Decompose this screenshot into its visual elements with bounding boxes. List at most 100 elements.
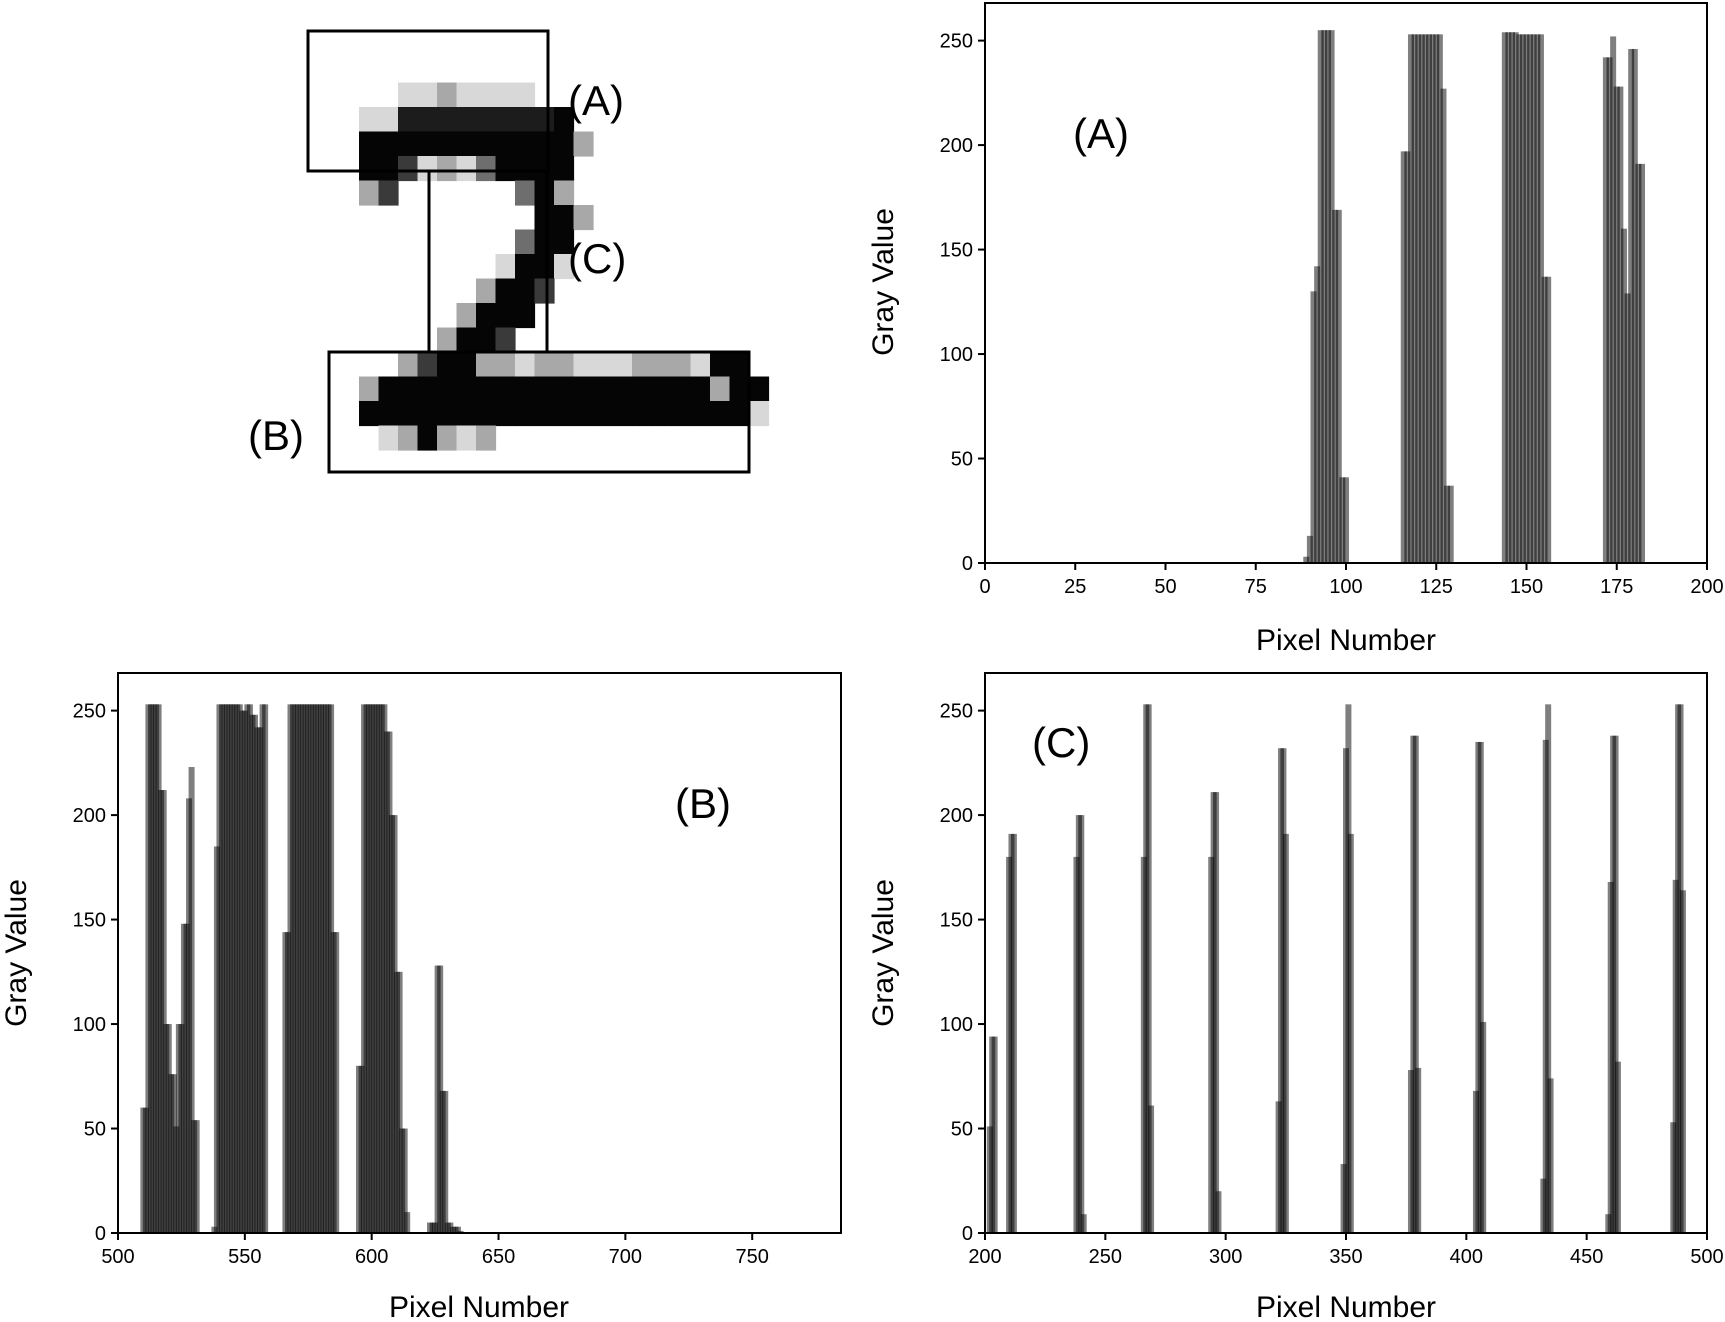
digit-pixel — [554, 180, 575, 206]
digit-pixel — [417, 82, 438, 108]
x-tick-label: 50 — [1154, 576, 1176, 598]
digit-pixel — [476, 278, 497, 304]
chart-b: 500 550 600 650 700 750 0 50 100 150 200 250 (B) P… — [0, 672, 842, 1322]
digit-pixel — [417, 352, 438, 378]
chart-c-frame — [984, 672, 1708, 1234]
bar — [1343, 477, 1349, 563]
digit-pixel — [476, 303, 497, 329]
digit-pixel — [573, 352, 594, 378]
digit-pixel — [554, 131, 575, 157]
x-tick-label: 150 — [1510, 576, 1543, 598]
digit-pixel — [749, 376, 770, 402]
bar — [1339, 477, 1346, 563]
digit-pixel — [593, 376, 614, 402]
digit-pixel — [417, 425, 438, 451]
bar — [1328, 30, 1335, 564]
digit-pixel — [632, 352, 653, 378]
chart-b-yticks: 0 50 100 150 200 250 — [73, 701, 118, 1245]
digit-pixel — [437, 327, 458, 353]
digit-pixel — [554, 229, 575, 255]
bar — [1612, 735, 1619, 1233]
bar — [1303, 556, 1310, 563]
digit-pixel — [534, 352, 555, 378]
bar — [1639, 163, 1646, 563]
digit-pixel — [398, 401, 419, 427]
y-tick-label: 150 — [940, 240, 973, 262]
digit-pixel — [437, 107, 458, 133]
digit-pixel — [359, 107, 380, 133]
y-tick-label: 100 — [940, 344, 973, 366]
digit-label-b: (B) — [248, 412, 304, 459]
digit-pixel — [710, 352, 731, 378]
digit-pixel — [476, 425, 497, 451]
bar — [1501, 32, 1508, 563]
digit-pixel — [554, 107, 575, 133]
bar — [1415, 1067, 1422, 1233]
chart-a-xticks: 0 25 50 75 100 125 150 175 200 — [979, 563, 1724, 598]
digit-pixel — [534, 156, 555, 182]
x-tick-label: 200 — [1690, 576, 1723, 598]
bar — [1148, 1105, 1155, 1233]
digit-pixel — [554, 205, 575, 231]
digit-pixel — [417, 107, 438, 133]
digit-pixel — [593, 401, 614, 427]
chart-a: 0 25 50 75 100 125 150 175 200 0 50 100 150 200 250 (… — [867, 2, 1724, 657]
digit-pixel — [690, 352, 711, 378]
bar — [1332, 209, 1339, 563]
bar — [1310, 291, 1317, 563]
bar — [1433, 34, 1440, 563]
bar — [1215, 1191, 1222, 1233]
bar — [1523, 34, 1530, 563]
digit-pixel — [671, 401, 692, 427]
digit-pixel — [378, 401, 399, 427]
bar — [1404, 151, 1411, 564]
y-tick-label: 0 — [962, 1223, 973, 1245]
bar — [188, 767, 195, 1233]
bar — [1606, 57, 1613, 563]
digit-pixel — [476, 401, 497, 427]
digit-pixel — [398, 82, 419, 108]
digit-pixel — [515, 229, 536, 255]
digit-pixel — [437, 156, 458, 182]
bar — [1509, 32, 1516, 563]
digit-pixel — [437, 425, 458, 451]
bar — [1516, 34, 1523, 563]
x-tick-label: 600 — [355, 1246, 388, 1268]
x-tick-label: 650 — [482, 1246, 515, 1268]
digit-pixel — [515, 156, 536, 182]
bar — [1519, 34, 1526, 563]
bar — [1426, 34, 1433, 563]
digit-pixel — [456, 352, 477, 378]
bar — [1436, 34, 1443, 563]
digit-pixel — [359, 180, 380, 206]
digit-pixel — [456, 425, 477, 451]
bar — [262, 704, 269, 1233]
x-tick-label: 750 — [736, 1246, 769, 1268]
digit-pixel — [456, 303, 477, 329]
bar — [1080, 1214, 1087, 1233]
bar — [1429, 34, 1436, 563]
x-tick-label: 500 — [101, 1246, 134, 1268]
chart-c-xticks: 200 250 300 350 400 450 500 — [968, 1233, 1724, 1268]
y-tick-label: 0 — [962, 553, 973, 575]
bar — [1530, 34, 1537, 563]
digit-pixel — [534, 254, 555, 280]
x-tick-label: 0 — [979, 576, 990, 598]
y-tick-label: 0 — [95, 1223, 106, 1245]
box-b — [327, 350, 751, 474]
digit-pixel — [398, 107, 419, 133]
digit-pixel — [398, 376, 419, 402]
y-tick-label: 250 — [73, 701, 106, 723]
digit-pixel — [632, 376, 653, 402]
digit-pixel — [534, 131, 555, 157]
digit-pixel — [417, 376, 438, 402]
bar — [1415, 34, 1422, 563]
digit-pixel — [495, 352, 516, 378]
bar — [404, 1212, 411, 1233]
x-tick-label: 500 — [1690, 1246, 1723, 1268]
bar — [1440, 88, 1447, 564]
digit-pixel — [495, 107, 516, 133]
digit-pixel — [398, 131, 419, 157]
digit-pixel — [495, 254, 516, 280]
digit-pixel — [378, 425, 399, 451]
